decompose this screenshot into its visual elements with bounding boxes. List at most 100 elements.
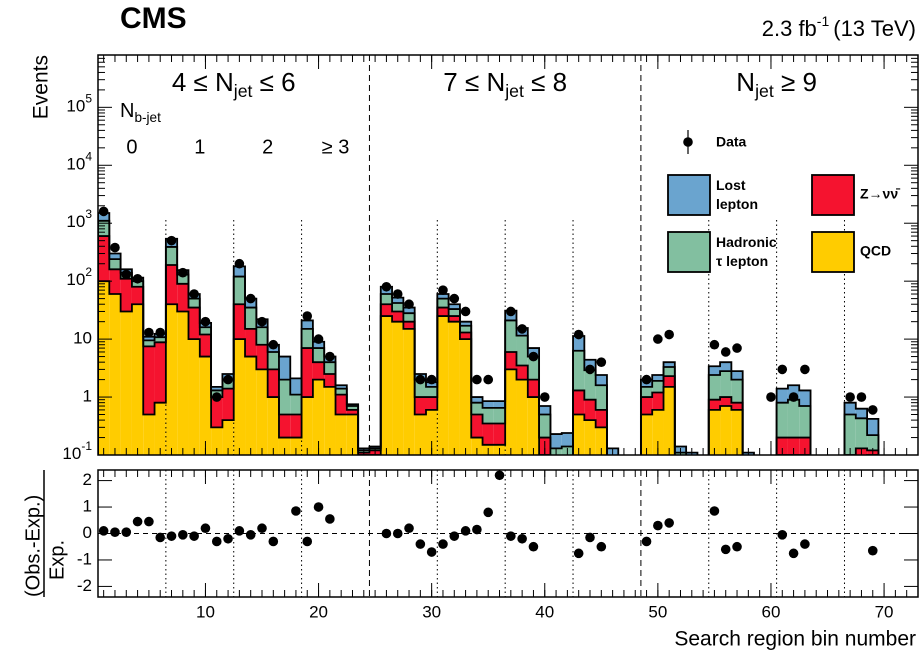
ratio-point xyxy=(234,526,245,536)
data-point xyxy=(856,392,867,402)
frame xyxy=(97,54,919,456)
ratio-point xyxy=(460,526,471,536)
y-tick-label: 105 xyxy=(66,92,92,116)
stack-segment xyxy=(335,394,347,415)
stack-segment xyxy=(199,327,212,335)
ratio-point xyxy=(381,528,392,539)
stack-segment xyxy=(640,414,653,455)
ratio-area xyxy=(98,470,878,559)
stack-segment xyxy=(131,304,144,455)
stack-segment xyxy=(867,435,879,451)
nb-category: 1 xyxy=(194,136,205,158)
stack-segment xyxy=(459,332,472,340)
ratio-label-den: Exp. xyxy=(46,540,68,580)
stack-segment xyxy=(471,414,483,438)
ratio-point xyxy=(426,547,437,557)
stack-segment xyxy=(437,316,449,455)
data-point xyxy=(325,351,335,362)
ratio-point xyxy=(121,527,132,537)
stack-segment xyxy=(708,366,721,376)
stack-segment xyxy=(822,478,833,485)
stack-segment xyxy=(878,485,889,495)
data-point xyxy=(313,334,324,344)
data-point xyxy=(166,235,177,246)
stack-segment xyxy=(290,414,302,438)
stack-segment xyxy=(403,328,415,455)
data-point xyxy=(392,289,403,299)
stack-segment xyxy=(482,423,494,445)
stack-segment xyxy=(482,401,494,408)
stack-segment xyxy=(573,350,585,391)
stack-segment xyxy=(211,386,223,391)
x-tick-label: 10 xyxy=(196,602,215,621)
stack-segment xyxy=(516,365,528,380)
ratio-point xyxy=(709,506,720,516)
y-tick-label: -1 xyxy=(77,549,92,568)
y-tick-label: 104 xyxy=(66,149,92,173)
stack-segment xyxy=(595,427,607,455)
stack-segment xyxy=(471,397,483,403)
stack-segment xyxy=(437,298,449,308)
stack-segment xyxy=(765,485,776,495)
data-point xyxy=(788,392,799,402)
stack-segment xyxy=(493,423,506,445)
data-point xyxy=(472,374,482,385)
stack-segment xyxy=(414,379,426,398)
stack-segment xyxy=(697,478,708,495)
stack-segment xyxy=(754,485,765,495)
stack-segment xyxy=(527,397,540,455)
stack-outline xyxy=(98,280,880,455)
x-tick-label: 60 xyxy=(762,602,781,621)
ratio-point xyxy=(404,523,414,534)
stack-segment xyxy=(380,316,393,455)
stack-segment xyxy=(708,399,721,410)
stack-segment xyxy=(573,336,585,351)
stack-segment xyxy=(562,478,573,495)
data-point xyxy=(121,269,132,280)
stack-segment xyxy=(878,496,889,513)
stack-segment xyxy=(448,309,460,317)
ratio-point xyxy=(166,531,177,541)
stack-segment xyxy=(787,437,800,455)
legend-swatch xyxy=(667,231,711,273)
y-tick-label: 102 xyxy=(66,265,92,289)
data-point xyxy=(381,281,392,292)
lumi: 2.3 fb xyxy=(762,16,817,41)
ratio-point xyxy=(268,536,279,547)
stack-segment xyxy=(109,294,121,455)
stack-segment xyxy=(188,298,200,308)
stack-segment xyxy=(630,478,641,495)
y-tick-label: 1 xyxy=(83,387,92,406)
legend-line: lepton xyxy=(716,196,758,212)
stack-segment xyxy=(346,409,359,415)
stack-segment xyxy=(120,311,132,455)
nb-category: ≥ 3 xyxy=(322,136,350,158)
stack-segment xyxy=(177,283,189,312)
x-tick-label: 40 xyxy=(535,602,554,621)
label: Nb-jet xyxy=(120,100,161,124)
ratio-point xyxy=(313,502,324,512)
label-sub: jet xyxy=(754,80,774,100)
stack-segment xyxy=(143,346,155,415)
stack-segment xyxy=(663,362,675,368)
ratio-point xyxy=(178,530,188,540)
stack-segment xyxy=(245,307,257,329)
stack-segment xyxy=(346,414,359,455)
stack-segment xyxy=(630,460,641,513)
data-point xyxy=(483,374,494,385)
stack-segment xyxy=(799,406,811,438)
label-part: ≤ 6 xyxy=(252,67,295,97)
stack-segment xyxy=(98,281,110,455)
stack-segment xyxy=(822,460,833,513)
stack-segment xyxy=(256,369,268,455)
data-point xyxy=(302,311,313,321)
stack-segment xyxy=(822,485,833,495)
stack-segment xyxy=(143,414,155,455)
stack-segment xyxy=(663,367,675,377)
data-point xyxy=(641,374,652,385)
stack-segment xyxy=(324,373,336,387)
ratio-point xyxy=(800,539,810,549)
stack-segment xyxy=(290,394,302,415)
x-tick-label: 20 xyxy=(309,602,328,621)
